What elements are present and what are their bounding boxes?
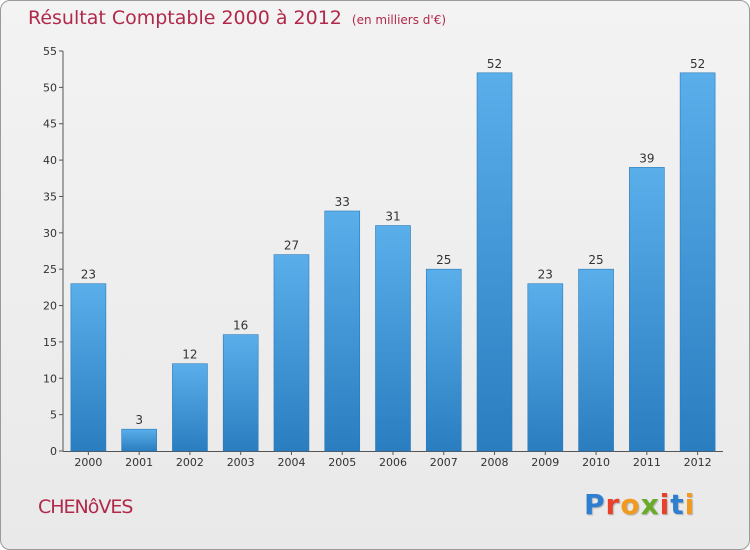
bar-value-label: 23 — [81, 268, 96, 282]
chart-title-block: Résultat Comptable 2000 à 2012 (en millie… — [28, 7, 446, 29]
x-tick-label: 2003 — [227, 456, 255, 469]
x-tick-label: 2001 — [125, 456, 153, 469]
bar-2010 — [578, 268, 614, 452]
proxiti-logo: Proxiti — [584, 488, 695, 521]
bar-2005 — [324, 210, 361, 452]
chart-bars: 23 3 12 16 27 33 31 25 52 23 25 39 52 — [70, 57, 716, 452]
logo-letter: x — [640, 488, 660, 521]
bar-value-label: 31 — [385, 210, 400, 224]
bar-2011 — [629, 167, 665, 452]
y-tick-label: 10 — [43, 372, 57, 385]
x-tick-label: 2004 — [277, 456, 305, 469]
y-tick-label: 45 — [43, 118, 57, 131]
bar-2009 — [527, 283, 564, 452]
y-tick-label: 25 — [43, 263, 57, 276]
y-tick-label: 5 — [50, 409, 57, 422]
x-tick-label: 2012 — [684, 456, 712, 469]
x-tick-label: 2005 — [328, 456, 356, 469]
y-tick-label: 15 — [43, 336, 57, 349]
x-tick-label: 2009 — [531, 456, 559, 469]
bar-value-label: 33 — [335, 195, 350, 209]
bar-value-label: 25 — [588, 253, 603, 267]
x-tick-label: 2008 — [481, 456, 509, 469]
bar-value-label: 52 — [487, 57, 502, 71]
bar-value-label: 12 — [182, 348, 197, 362]
bar-2008 — [476, 72, 513, 452]
bar-2006 — [375, 225, 411, 452]
bar-value-label: 25 — [436, 253, 451, 267]
bar-2000 — [70, 283, 107, 452]
unit-note: (en milliers d'€) — [351, 13, 447, 27]
logo-letter: r — [605, 488, 621, 521]
chart-title: Résultat Comptable 2000 à 2012 — [28, 7, 342, 29]
bar-value-label: 52 — [690, 57, 705, 71]
chart-axes: 0 5 10 15 20 25 30 35 40 45 50 55 2000 2001 2002 2003 20… — [43, 45, 723, 469]
y-tick-label: 50 — [43, 81, 57, 94]
y-tick-label: 55 — [43, 45, 57, 58]
y-tick-label: 20 — [43, 300, 57, 313]
logo-letter: i — [659, 488, 671, 521]
x-tick-label: 2006 — [379, 456, 407, 469]
logo-letter: i — [684, 488, 696, 521]
logo-letter: P — [584, 488, 606, 521]
bar-value-label: 23 — [538, 268, 553, 282]
bar-2002 — [172, 363, 208, 452]
bar-2004 — [273, 254, 310, 452]
bar-value-label: 3 — [135, 413, 143, 427]
bar-value-label: 16 — [233, 319, 248, 333]
bar-value-label: 39 — [639, 151, 654, 165]
y-tick-label: 40 — [43, 154, 57, 167]
x-tick-label: 2000 — [74, 456, 102, 469]
bar-value-label: 27 — [284, 239, 299, 253]
bar-2012 — [679, 72, 716, 452]
x-tick-label: 2002 — [176, 456, 204, 469]
y-tick-label: 30 — [43, 227, 57, 240]
commune-name: CHENôVES — [38, 496, 133, 518]
x-tick-label: 2011 — [633, 456, 661, 469]
logo-letter: o — [620, 488, 641, 521]
bar-2001 — [121, 428, 157, 452]
bar-2007 — [425, 268, 462, 452]
y-tick-label: 35 — [43, 190, 57, 203]
x-tick-label: 2007 — [430, 456, 458, 469]
x-tick-label: 2010 — [582, 456, 610, 469]
y-tick-label: 0 — [50, 445, 57, 458]
logo-letter: t — [670, 488, 685, 521]
bar-2003 — [222, 334, 259, 452]
